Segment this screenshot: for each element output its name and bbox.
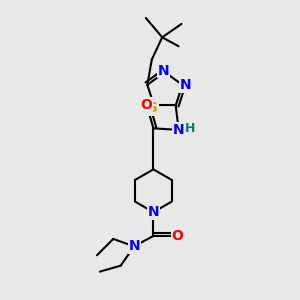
Text: O: O bbox=[140, 98, 152, 112]
Text: S: S bbox=[148, 101, 158, 115]
Text: N: N bbox=[128, 239, 140, 253]
Text: H: H bbox=[185, 122, 195, 135]
Text: N: N bbox=[173, 123, 184, 137]
Text: N: N bbox=[148, 205, 159, 219]
Text: O: O bbox=[171, 229, 183, 243]
Text: N: N bbox=[179, 78, 191, 92]
Text: N: N bbox=[158, 64, 169, 78]
